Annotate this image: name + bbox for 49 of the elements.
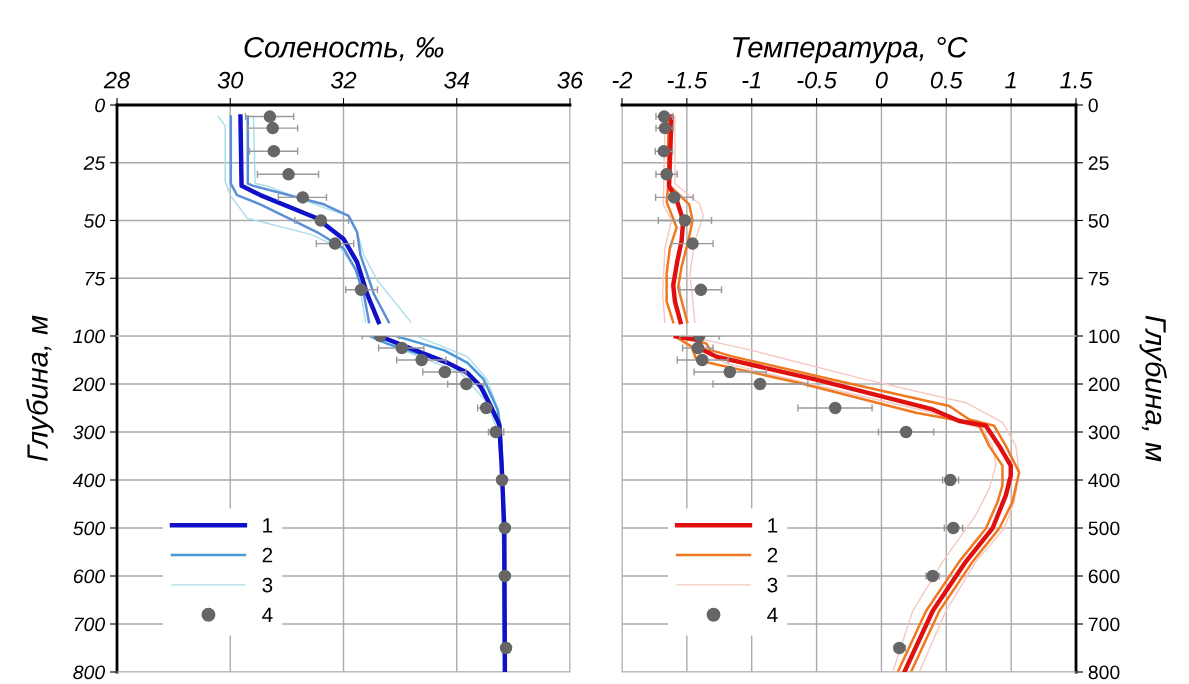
x-tick-label: -0.5 <box>797 71 837 89</box>
y-tick-label: 0 <box>1088 98 1098 113</box>
x-tick-label: 0.5 <box>930 71 963 89</box>
legend-label: 3 <box>767 577 778 593</box>
y-tick-label: 500 <box>1088 521 1120 536</box>
y-tick-label: 300 <box>1088 425 1120 440</box>
x-tick-label: 32 <box>330 71 357 89</box>
legend-label: 4 <box>767 607 778 623</box>
legend-label: 4 <box>262 607 273 623</box>
y-tick-label: 300 <box>73 425 106 440</box>
y-tick-label: 500 <box>73 521 106 536</box>
x-tick-label: 36 <box>557 71 584 89</box>
x-tick-label: 30 <box>217 71 244 89</box>
x-tick-label: 1 <box>1005 72 1016 89</box>
x-tick-label: 34 <box>444 71 469 89</box>
legend-label: 1 <box>263 518 273 533</box>
y-tick-label: 200 <box>72 377 106 392</box>
x-axis-title: Соленость, ‰ <box>244 36 444 62</box>
y-tick-label: 100 <box>73 329 106 344</box>
y-axis-title: Глубина, м <box>26 315 54 462</box>
x-tick-label: 0 <box>875 71 888 89</box>
legend-label: 3 <box>262 577 273 593</box>
y-tick-label: 800 <box>1088 665 1120 680</box>
x-tick-label: 1.5 <box>1060 72 1093 89</box>
x-tick-label: -1.5 <box>667 72 708 89</box>
y-tick-label: 200 <box>1088 377 1120 392</box>
y-tick-label: 100 <box>1089 329 1120 344</box>
x-tick-label: -2 <box>612 71 633 89</box>
y-tick-label: 400 <box>72 473 106 488</box>
y-tick-label: 75 <box>85 271 106 286</box>
y-tick-label: 700 <box>1088 617 1120 632</box>
y-tick-label: 25 <box>1088 156 1109 170</box>
x-tick-label: 28 <box>103 71 130 89</box>
y-axis-title: Глубина, м <box>1139 315 1167 462</box>
y-tick-label: 400 <box>1088 473 1120 488</box>
legend-label: 2 <box>262 547 273 563</box>
y-tick-label: 600 <box>1088 569 1120 584</box>
y-tick-label: 800 <box>73 665 106 680</box>
y-tick-label: 75 <box>1088 271 1109 286</box>
legend-label: 1 <box>768 518 778 533</box>
y-tick-label: 0 <box>95 98 106 113</box>
legend-label: 2 <box>767 547 778 563</box>
x-tick-label: -1 <box>742 72 761 89</box>
y-tick-label: 600 <box>73 569 106 584</box>
y-tick-label: 700 <box>74 617 106 632</box>
y-tick-label: 25 <box>83 156 106 170</box>
y-tick-label: 50 <box>1088 213 1109 228</box>
y-tick-label: 50 <box>84 213 106 228</box>
x-axis-title: Температура, °C <box>733 36 968 64</box>
